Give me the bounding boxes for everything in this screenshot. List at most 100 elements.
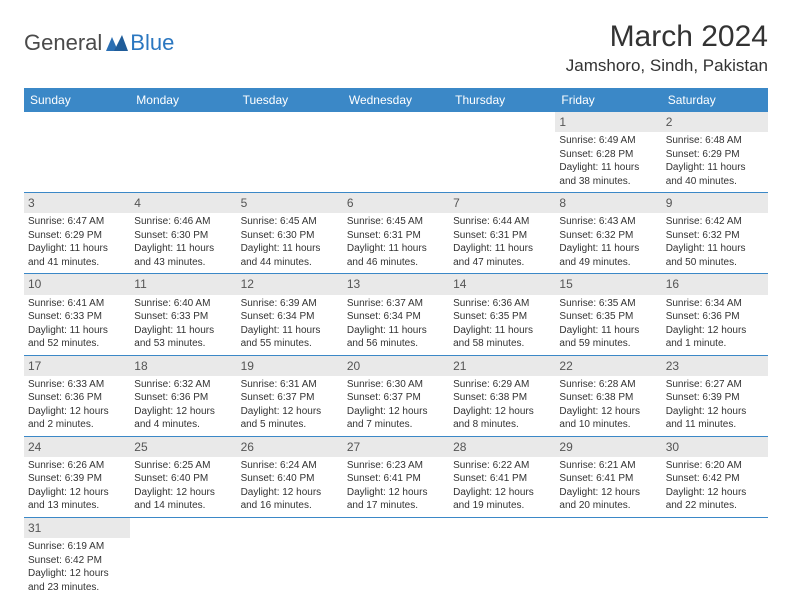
day-data: Sunrise: 6:42 AMSunset: 6:32 PMDaylight:… — [666, 215, 764, 269]
empty-cell — [662, 518, 768, 598]
week-row: 3Sunrise: 6:47 AMSunset: 6:29 PMDaylight… — [24, 193, 768, 274]
location: Jamshoro, Sindh, Pakistan — [566, 56, 768, 76]
day-data: Sunrise: 6:33 AMSunset: 6:36 PMDaylight:… — [28, 378, 126, 432]
day-cell: 23Sunrise: 6:27 AMSunset: 6:39 PMDayligh… — [662, 356, 768, 437]
day-cell: 26Sunrise: 6:24 AMSunset: 6:40 PMDayligh… — [237, 437, 343, 518]
day-data: Sunrise: 6:47 AMSunset: 6:29 PMDaylight:… — [28, 215, 126, 269]
empty-cell — [130, 112, 236, 193]
day-number: 12 — [237, 274, 343, 294]
day-data: Sunrise: 6:35 AMSunset: 6:35 PMDaylight:… — [559, 297, 657, 351]
weekday-header-row: SundayMondayTuesdayWednesdayThursdayFrid… — [24, 88, 768, 112]
day-number: 15 — [555, 274, 661, 294]
day-data: Sunrise: 6:44 AMSunset: 6:31 PMDaylight:… — [453, 215, 551, 269]
logo-text-general: General — [24, 30, 102, 56]
day-number: 3 — [24, 193, 130, 213]
day-cell: 3Sunrise: 6:47 AMSunset: 6:29 PMDaylight… — [24, 193, 130, 274]
day-data: Sunrise: 6:40 AMSunset: 6:33 PMDaylight:… — [134, 297, 232, 351]
day-data: Sunrise: 6:41 AMSunset: 6:33 PMDaylight:… — [28, 297, 126, 351]
empty-cell — [343, 112, 449, 193]
day-number: 5 — [237, 193, 343, 213]
day-cell: 14Sunrise: 6:36 AMSunset: 6:35 PMDayligh… — [449, 274, 555, 355]
day-data: Sunrise: 6:46 AMSunset: 6:30 PMDaylight:… — [134, 215, 232, 269]
weekday-header: Friday — [555, 88, 661, 112]
day-number: 31 — [24, 518, 130, 538]
empty-cell — [449, 518, 555, 598]
day-cell: 18Sunrise: 6:32 AMSunset: 6:36 PMDayligh… — [130, 356, 236, 437]
day-data: Sunrise: 6:43 AMSunset: 6:32 PMDaylight:… — [559, 215, 657, 269]
day-cell: 28Sunrise: 6:22 AMSunset: 6:41 PMDayligh… — [449, 437, 555, 518]
weekday-header: Thursday — [449, 88, 555, 112]
weekday-header: Saturday — [662, 88, 768, 112]
day-cell: 22Sunrise: 6:28 AMSunset: 6:38 PMDayligh… — [555, 356, 661, 437]
day-cell: 15 Sunrise: 6:35 AMSunset: 6:35 PMDayligh… — [555, 274, 661, 355]
month-title: March 2024 — [566, 20, 768, 54]
empty-cell — [130, 518, 236, 598]
day-number: 24 — [24, 437, 130, 457]
day-data: Sunrise: 6:23 AMSunset: 6:41 PMDaylight:… — [347, 459, 445, 513]
day-data: Sunrise: 6:39 AMSunset: 6:34 PMDaylight:… — [241, 297, 339, 351]
day-cell: 9Sunrise: 6:42 AMSunset: 6:32 PMDaylight… — [662, 193, 768, 274]
day-data: Sunrise: 6:32 AMSunset: 6:36 PMDaylight:… — [134, 378, 232, 432]
day-cell: 20Sunrise: 6:30 AMSunset: 6:37 PMDayligh… — [343, 356, 449, 437]
day-data: Sunrise: 6:20 AMSunset: 6:42 PMDaylight:… — [666, 459, 764, 513]
day-data: Sunrise: 6:27 AMSunset: 6:39 PMDaylight:… — [666, 378, 764, 432]
day-data: Sunrise: 6:49 AMSunset: 6:28 PMDaylight:… — [559, 134, 657, 188]
day-cell: 6Sunrise: 6:45 AMSunset: 6:31 PMDaylight… — [343, 193, 449, 274]
day-number: 8 — [555, 193, 661, 213]
day-data: Sunrise: 6:26 AMSunset: 6:39 PMDaylight:… — [28, 459, 126, 513]
weekday-header: Monday — [130, 88, 236, 112]
day-data: Sunrise: 6:19 AMSunset: 6:42 PMDaylight:… — [28, 540, 126, 594]
day-data: Sunrise: 6:45 AMSunset: 6:30 PMDaylight:… — [241, 215, 339, 269]
day-number: 17 — [24, 356, 130, 376]
week-row: 10 Sunrise: 6:41 AMSunset: 6:33 PMDayligh… — [24, 274, 768, 355]
day-number: 23 — [662, 356, 768, 376]
day-cell: 17Sunrise: 6:33 AMSunset: 6:36 PMDayligh… — [24, 356, 130, 437]
day-number: 26 — [237, 437, 343, 457]
day-data: Sunrise: 6:34 AMSunset: 6:36 PMDaylight:… — [666, 297, 764, 351]
week-row: 17Sunrise: 6:33 AMSunset: 6:36 PMDayligh… — [24, 356, 768, 437]
day-number: 29 — [555, 437, 661, 457]
day-cell: 5Sunrise: 6:45 AMSunset: 6:30 PMDaylight… — [237, 193, 343, 274]
day-data: Sunrise: 6:22 AMSunset: 6:41 PMDaylight:… — [453, 459, 551, 513]
day-number: 16 — [662, 274, 768, 294]
day-number: 7 — [449, 193, 555, 213]
day-data: Sunrise: 6:29 AMSunset: 6:38 PMDaylight:… — [453, 378, 551, 432]
day-cell: 12 Sunrise: 6:39 AMSunset: 6:34 PMDayligh… — [237, 274, 343, 355]
day-number: 27 — [343, 437, 449, 457]
empty-cell — [449, 112, 555, 193]
day-data: Sunrise: 6:36 AMSunset: 6:35 PMDaylight:… — [453, 297, 551, 351]
day-cell: 31Sunrise: 6:19 AMSunset: 6:42 PMDayligh… — [24, 518, 130, 598]
day-data: Sunrise: 6:31 AMSunset: 6:37 PMDaylight:… — [241, 378, 339, 432]
day-number: 11 — [130, 274, 236, 294]
weekday-header: Wednesday — [343, 88, 449, 112]
day-cell: 21Sunrise: 6:29 AMSunset: 6:38 PMDayligh… — [449, 356, 555, 437]
day-cell: 27Sunrise: 6:23 AMSunset: 6:41 PMDayligh… — [343, 437, 449, 518]
day-data: Sunrise: 6:28 AMSunset: 6:38 PMDaylight:… — [559, 378, 657, 432]
day-cell: 24Sunrise: 6:26 AMSunset: 6:39 PMDayligh… — [24, 437, 130, 518]
logo-flag-icon — [106, 35, 128, 51]
day-cell: 8Sunrise: 6:43 AMSunset: 6:32 PMDaylight… — [555, 193, 661, 274]
day-number: 2 — [662, 112, 768, 132]
day-data: Sunrise: 6:30 AMSunset: 6:37 PMDaylight:… — [347, 378, 445, 432]
day-number: 30 — [662, 437, 768, 457]
day-cell: 19Sunrise: 6:31 AMSunset: 6:37 PMDayligh… — [237, 356, 343, 437]
day-data: Sunrise: 6:48 AMSunset: 6:29 PMDaylight:… — [666, 134, 764, 188]
day-data: Sunrise: 6:45 AMSunset: 6:31 PMDaylight:… — [347, 215, 445, 269]
weekday-header: Sunday — [24, 88, 130, 112]
day-cell: 29Sunrise: 6:21 AMSunset: 6:41 PMDayligh… — [555, 437, 661, 518]
day-cell: 25Sunrise: 6:25 AMSunset: 6:40 PMDayligh… — [130, 437, 236, 518]
day-data: Sunrise: 6:37 AMSunset: 6:34 PMDaylight:… — [347, 297, 445, 351]
day-number: 13 — [343, 274, 449, 294]
day-number: 6 — [343, 193, 449, 213]
day-number: 4 — [130, 193, 236, 213]
empty-cell — [237, 518, 343, 598]
week-row: 1Sunrise: 6:49 AMSunset: 6:28 PMDaylight… — [24, 112, 768, 193]
day-cell: 30Sunrise: 6:20 AMSunset: 6:42 PMDayligh… — [662, 437, 768, 518]
day-number: 10 — [24, 274, 130, 294]
day-cell: 2Sunrise: 6:48 AMSunset: 6:29 PMDaylight… — [662, 112, 768, 193]
logo: General Blue — [24, 30, 174, 56]
day-cell: 10 Sunrise: 6:41 AMSunset: 6:33 PMDayligh… — [24, 274, 130, 355]
day-cell: 4Sunrise: 6:46 AMSunset: 6:30 PMDaylight… — [130, 193, 236, 274]
day-data: Sunrise: 6:21 AMSunset: 6:41 PMDaylight:… — [559, 459, 657, 513]
day-number: 18 — [130, 356, 236, 376]
